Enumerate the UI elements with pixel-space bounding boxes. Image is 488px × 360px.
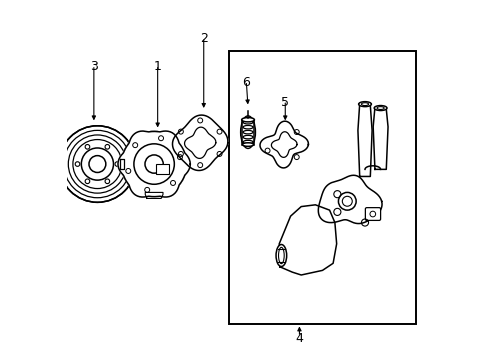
Text: 3: 3 [90,60,98,73]
Ellipse shape [241,118,254,122]
Text: 1: 1 [153,60,161,73]
Polygon shape [145,192,163,198]
Bar [156,164,169,174]
Text: 2: 2 [200,32,207,45]
Circle shape [59,126,135,202]
Polygon shape [318,175,381,224]
Ellipse shape [276,244,286,266]
Polygon shape [120,159,124,169]
Ellipse shape [373,105,386,111]
Ellipse shape [243,121,252,124]
Polygon shape [260,121,308,168]
Text: 4: 4 [295,332,303,345]
Ellipse shape [243,135,252,139]
Text: 5: 5 [281,95,289,108]
Ellipse shape [243,140,252,144]
Text: 6: 6 [242,76,250,89]
Ellipse shape [243,125,252,129]
Bar [228,51,416,324]
Polygon shape [271,132,296,157]
Ellipse shape [358,102,370,107]
Ellipse shape [243,130,252,134]
Polygon shape [172,115,227,171]
Ellipse shape [242,143,253,146]
Circle shape [121,131,186,197]
Polygon shape [184,127,215,158]
Polygon shape [357,104,371,176]
Polygon shape [279,205,336,275]
FancyBboxPatch shape [365,208,380,220]
Polygon shape [372,107,387,169]
Polygon shape [118,131,190,197]
